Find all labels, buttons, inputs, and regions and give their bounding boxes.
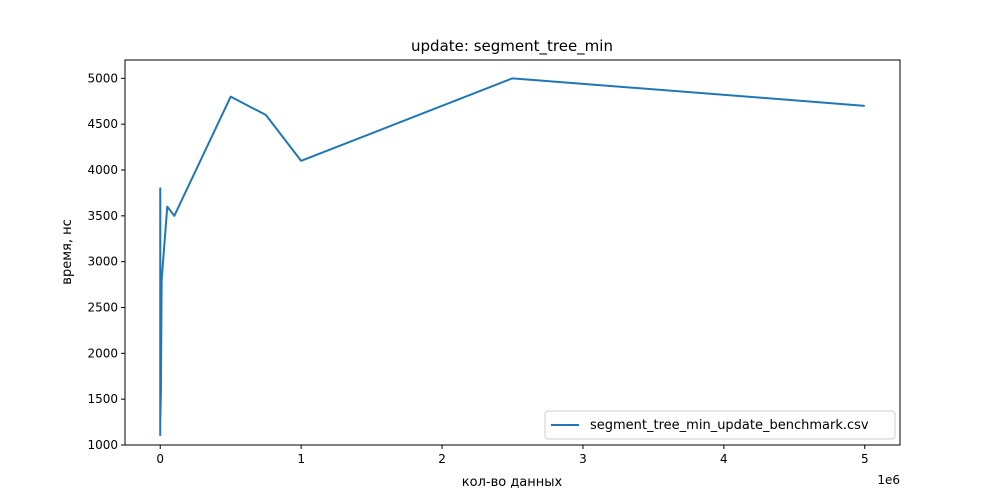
y-tick-label: 2000 [87, 346, 118, 360]
y-tick-label: 3000 [87, 255, 118, 269]
x-tick-label: 5 [861, 452, 869, 466]
y-tick-label: 5000 [87, 71, 118, 85]
legend-label: segment_tree_min_update_benchmark.csv [590, 418, 869, 433]
legend-box [544, 410, 896, 440]
x-axis-label: кол-во данных [462, 475, 563, 490]
y-tick-label: 4000 [87, 163, 118, 177]
plot-frame [124, 59, 901, 446]
y-axis-ticks: 1000 1500 2000 2500 3000 3500 4000 4500 5000 [87, 71, 125, 452]
y-tick-label: 1000 [87, 438, 118, 452]
plot-area [125, 60, 900, 445]
x-tick-label: 2 [438, 452, 446, 466]
x-axis-ticks: 0 1 2 3 4 5 [156, 445, 869, 466]
x-tick-label: 0 [156, 452, 164, 466]
y-tick-label: 4500 [87, 117, 118, 131]
y-tick-label: 1500 [87, 392, 118, 406]
y-axis-label: время, нс [60, 219, 75, 284]
series-line [159, 77, 865, 436]
series-lines [159, 77, 865, 436]
x-tick-label: 3 [579, 452, 587, 466]
x-tick-label: 1 [297, 452, 305, 466]
x-tick-label: 4 [720, 452, 728, 466]
x-offset-label: 1e6 [877, 473, 900, 487]
chart-title: update: segment_tree_min [411, 37, 613, 56]
y-tick-label: 2500 [87, 301, 118, 315]
legend: segment_tree_min_update_benchmark.csv [544, 410, 896, 440]
y-tick-label: 3500 [87, 209, 118, 223]
